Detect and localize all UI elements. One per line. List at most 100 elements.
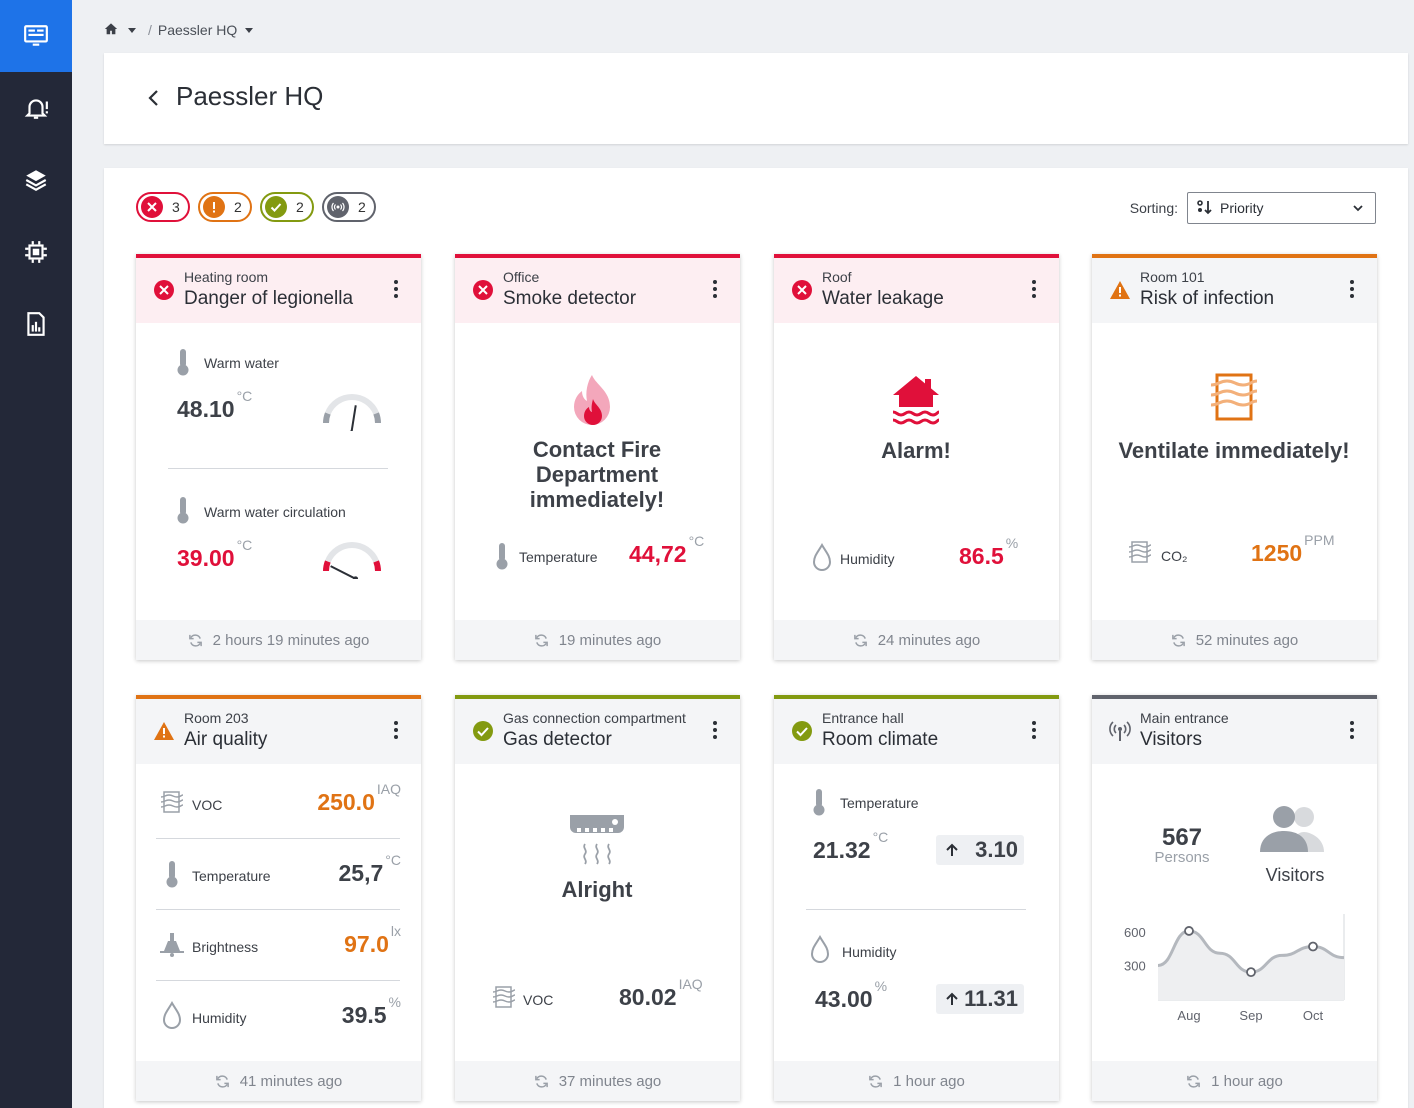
more-menu-icon[interactable]	[393, 721, 399, 739]
card-location: Office	[503, 269, 540, 285]
card-footer: 24 minutes ago	[774, 620, 1059, 660]
sorting-select[interactable]: Priority	[1187, 192, 1376, 224]
people-icon	[1260, 806, 1324, 852]
alarm-bell-icon	[24, 99, 48, 119]
arrow-up-icon	[946, 843, 958, 856]
fire-icon	[574, 375, 610, 425]
home-icon[interactable]	[104, 22, 120, 38]
breadcrumb-current[interactable]: Paessler HQ	[157, 22, 238, 38]
status-chip-ok[interactable]: 2	[260, 192, 314, 222]
drop-icon	[810, 935, 830, 963]
chip-count: 2	[358, 199, 366, 215]
alert-message: Contact Fire Department immediately!	[529, 437, 665, 512]
arrow-up-icon	[946, 992, 958, 1005]
sensor-card[interactable]: Roof Water leakage Alarm! Humidity 86.5%…	[774, 254, 1059, 660]
gauge-arc	[373, 412, 381, 424]
card-location: Entrance hall	[822, 710, 904, 726]
metric-value: 44,72 °C	[629, 533, 705, 567]
thermometer-icon	[177, 349, 189, 376]
card-title: Room climate	[822, 729, 939, 750]
chart-y-tick-label: 300	[1124, 959, 1146, 974]
refresh-icon	[853, 633, 867, 647]
more-menu-icon[interactable]	[712, 721, 718, 739]
error-status-icon	[154, 280, 174, 300]
sensor-card[interactable]: Heating room Danger of legionella Warm w…	[136, 254, 421, 660]
metric-label: Temperature	[519, 549, 598, 565]
chart-point	[1184, 926, 1194, 936]
back-arrow-icon[interactable]	[142, 86, 166, 110]
last-updated: 37 minutes ago	[558, 1072, 662, 1090]
more-menu-icon[interactable]	[1349, 721, 1355, 739]
more-menu-icon[interactable]	[1031, 721, 1037, 739]
more-menu-icon[interactable]	[712, 280, 718, 298]
gauge-widget	[323, 542, 381, 579]
gas-detector-icon	[570, 815, 624, 865]
air-quality-icon	[160, 791, 184, 813]
more-menu-icon[interactable]	[1349, 280, 1355, 298]
chevron-down-icon[interactable]	[245, 27, 254, 33]
dashboard-icon	[24, 25, 48, 46]
nav-reports[interactable]	[0, 288, 72, 360]
gauge-needle-hub	[353, 576, 359, 579]
alert-message: Alarm!	[881, 438, 951, 463]
sensor-card[interactable]: Gas connection compartment Gas detector …	[455, 695, 740, 1101]
sensor-card[interactable]: Entrance hall Room climate Temperature 2…	[774, 695, 1059, 1101]
close-icon	[147, 202, 157, 212]
metric-value: 250.0 IAQ	[317, 781, 401, 815]
card-title: Smoke detector	[503, 288, 637, 309]
sensor-card[interactable]: Main entrance Visitors 567 Persons Visit…	[1092, 695, 1377, 1101]
nav-dashboard[interactable]	[0, 0, 72, 72]
nav-alarms[interactable]	[0, 72, 72, 144]
trend-value: 11.31	[964, 986, 1018, 1011]
status-chip-warning[interactable]: 2	[198, 192, 252, 222]
last-updated: 52 minutes ago	[1195, 631, 1299, 649]
air-quality-icon	[1210, 373, 1258, 421]
thermometer-icon	[177, 497, 189, 524]
warning-status-icon	[154, 722, 174, 740]
last-updated: 24 minutes ago	[877, 631, 981, 649]
metric-label: Brightness	[192, 939, 259, 955]
card-title: Danger of legionella	[184, 288, 354, 309]
nav-layers[interactable]	[0, 144, 72, 216]
metric-label: Warm water	[204, 355, 279, 371]
sensor-card[interactable]: Room 101 Risk of infection Ventilate imm…	[1092, 254, 1377, 660]
trend-badge: 3.10	[936, 835, 1024, 865]
layers-icon	[25, 170, 47, 191]
status-chip-unknown[interactable]: 2	[322, 192, 376, 222]
metric-label: CO₂	[1161, 548, 1188, 564]
refresh-icon	[534, 1074, 548, 1088]
metric-label: VOC	[523, 992, 554, 1008]
nav-devices[interactable]	[0, 216, 72, 288]
gauge-arc	[323, 560, 331, 572]
flooded-house-icon	[892, 376, 940, 425]
sensor-card[interactable]: Room 203 Air quality VOC 250.0 IAQ Temper…	[136, 695, 421, 1101]
chevron-down-icon[interactable]	[128, 27, 136, 33]
metric-label: Humidity	[840, 551, 895, 567]
card-location: Room 203	[184, 710, 249, 726]
visitor-count: 567	[1161, 824, 1203, 851]
alert-message: Ventilate immediately!	[1118, 438, 1350, 463]
ok-status-icon	[792, 721, 812, 741]
sorting-label: Sorting:	[1129, 200, 1178, 216]
more-menu-icon[interactable]	[393, 280, 399, 298]
status-chip-error[interactable]: 3	[136, 192, 190, 222]
chart-area	[1158, 930, 1344, 1000]
refresh-icon	[1171, 633, 1185, 647]
metric-value: 43.00%	[815, 978, 888, 1012]
gauge-arc	[373, 560, 381, 572]
sensor-card[interactable]: Office Smoke detector Contact Fire Depar…	[455, 254, 740, 660]
chip-count: 3	[172, 199, 180, 215]
drop-icon	[812, 543, 832, 571]
card-title: Air quality	[184, 729, 268, 750]
visitors-label: Visitors	[1265, 865, 1325, 885]
drop-icon	[162, 1001, 182, 1029]
metric-value: 21.32 °C	[813, 829, 889, 863]
card-footer: 19 minutes ago	[455, 620, 740, 660]
card-location: Main entrance	[1140, 710, 1229, 726]
trend-badge: 11.31	[936, 984, 1024, 1014]
refresh-icon	[215, 1074, 229, 1088]
more-menu-icon[interactable]	[1031, 280, 1037, 298]
metric-label: Temperature	[840, 795, 919, 811]
card-footer: 1 hour ago	[1092, 1061, 1377, 1101]
metric-label: Humidity	[842, 944, 897, 960]
